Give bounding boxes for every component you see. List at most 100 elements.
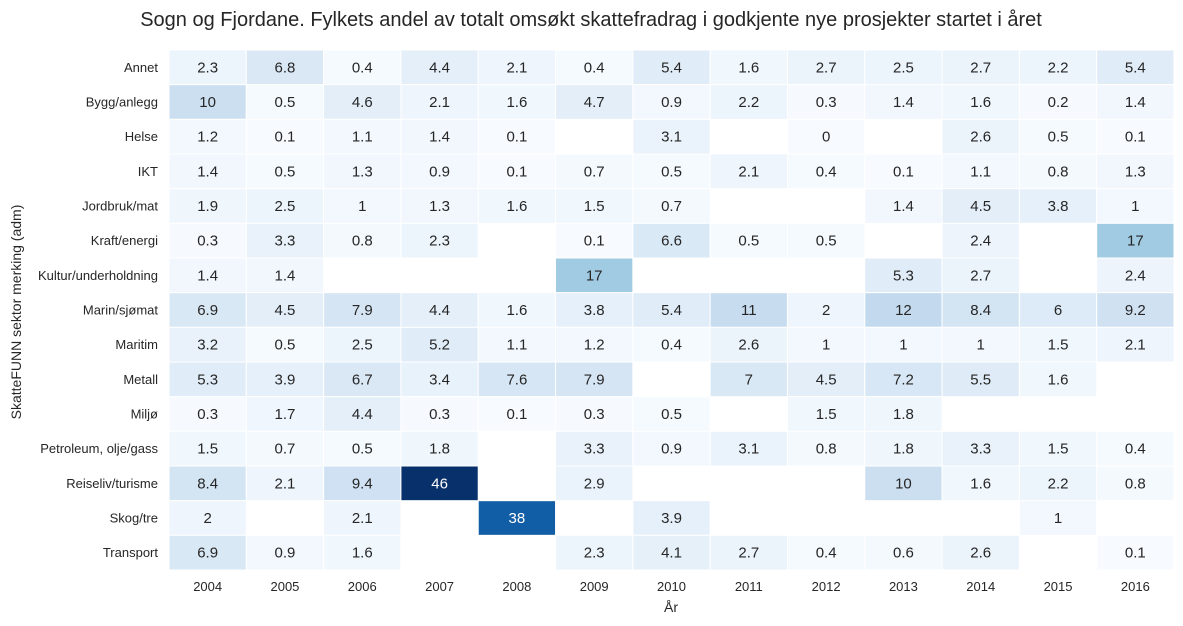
y-axis-label: SkatteFUNN sektor merking (adm) — [8, 205, 24, 420]
cell-value-label: 5.3 — [893, 267, 914, 284]
cell-value-label: 2.5 — [893, 59, 914, 76]
cell-value-label: 1.5 — [816, 406, 837, 423]
cell-value-label: 0.5 — [275, 94, 296, 111]
cell-value-label: 2.3 — [197, 59, 218, 76]
heatmap-cell — [632, 500, 711, 536]
cell-value-label: 1.4 — [893, 198, 914, 215]
cell-value-label: 2.3 — [584, 545, 605, 562]
heatmap-cell — [1096, 292, 1175, 328]
cell-value-label: 4.4 — [429, 302, 450, 319]
heatmap-cell — [555, 396, 634, 432]
heatmap-cell — [864, 430, 943, 467]
heatmap-cell — [245, 326, 325, 363]
cell-value-label: 4.4 — [352, 406, 373, 423]
cell-value-label: 0.5 — [738, 233, 759, 250]
heatmap-cell — [245, 49, 325, 86]
cell-value-label: 0.6 — [893, 545, 914, 562]
heatmap-cell — [323, 534, 402, 571]
heatmap-cell — [632, 153, 711, 190]
cell-value-label: 0.4 — [816, 545, 837, 562]
column-tick-label: 2005 — [270, 579, 299, 594]
cell-value-label: 1 — [822, 337, 830, 354]
heatmap-cell — [168, 500, 247, 536]
heatmap-cell — [709, 326, 788, 363]
heatmap-cell — [245, 292, 325, 328]
cell-value-label: 2 — [822, 302, 830, 319]
heatmap-cell — [323, 153, 402, 190]
heatmap-cell — [400, 84, 479, 120]
heatmap-cell — [632, 396, 711, 432]
cell-value-label: 6.8 — [275, 59, 296, 76]
cell-value-label: 10 — [199, 94, 216, 111]
cell-value-label: 7.9 — [584, 371, 605, 388]
heatmap-cell — [477, 500, 557, 536]
heatmap-cell — [245, 188, 325, 224]
cell-value-label: 0.1 — [584, 233, 605, 250]
cell-value-label: 6.9 — [197, 545, 218, 562]
cell-value-label: 1.5 — [584, 198, 605, 215]
heatmap-cell — [168, 188, 247, 224]
cell-value-label: 3.2 — [197, 337, 218, 354]
cell-value-label: 1.6 — [970, 94, 991, 111]
cell-value-label: 1.5 — [1048, 337, 1069, 354]
cell-value-label: 2.6 — [970, 129, 991, 146]
cell-value-label: 0.5 — [352, 441, 373, 458]
column-tick-label: 2006 — [348, 579, 377, 594]
cell-value-label: 1.9 — [197, 198, 218, 215]
heatmap-cell — [864, 396, 943, 432]
heatmap-cell — [400, 430, 479, 467]
heatmap-cell — [245, 257, 325, 294]
cell-value-label: 0.1 — [1125, 129, 1146, 146]
heatmap-cell — [632, 188, 711, 224]
cell-value-label: 1.4 — [275, 267, 296, 284]
cell-value-label: 2.2 — [738, 94, 759, 111]
column-tick-label: 2010 — [657, 579, 686, 594]
heatmap-cell — [245, 396, 325, 432]
cell-value-label: 2.4 — [1125, 267, 1146, 284]
cell-value-label: 2.1 — [429, 94, 450, 111]
heatmap-cell — [477, 292, 557, 328]
heatmap-cell — [400, 153, 479, 190]
cell-value-label: 6.9 — [197, 302, 218, 319]
cell-value-label: 5.4 — [1125, 59, 1146, 76]
cell-value-label: 2.2 — [1048, 59, 1069, 76]
heatmap-cell — [400, 222, 479, 259]
cell-value-label: 7.9 — [352, 302, 373, 319]
cell-value-label: 4.7 — [584, 94, 605, 111]
heatmap-cell — [1018, 153, 1098, 190]
column-tick-label: 2007 — [425, 579, 454, 594]
cell-value-label: 0.1 — [506, 163, 527, 180]
cell-value-label: 1.3 — [352, 163, 373, 180]
heatmap-cell — [555, 257, 634, 294]
heatmap-cell — [555, 292, 634, 328]
heatmap-cell — [941, 361, 1020, 398]
heatmap-cell — [477, 118, 557, 155]
cell-value-label: 6.7 — [352, 371, 373, 388]
heatmap-cell — [709, 222, 788, 259]
row-tick-label: Annet — [124, 60, 158, 75]
heatmap-cell — [168, 465, 247, 502]
cell-value-label: 0.1 — [893, 163, 914, 180]
heatmap-cell — [1018, 49, 1098, 86]
heatmap-cell — [864, 326, 943, 363]
cell-value-label: 2.6 — [970, 545, 991, 562]
heatmap-cell — [1018, 188, 1098, 224]
cell-value-label: 3.9 — [661, 510, 682, 527]
cell-value-label: 1.6 — [970, 475, 991, 492]
cell-value-label: 4.1 — [661, 545, 682, 562]
row-tick-label: IKT — [138, 164, 158, 179]
cell-value-label: 1.6 — [506, 94, 527, 111]
cell-value-label: 2.6 — [738, 337, 759, 354]
cell-value-label: 0.5 — [275, 337, 296, 354]
heatmap-cell — [786, 361, 866, 398]
heatmap-cell — [323, 396, 402, 432]
cell-value-label: 0.7 — [661, 198, 682, 215]
cell-value-label: 9.2 — [1125, 302, 1146, 319]
heatmap-cell — [477, 84, 557, 120]
cell-value-label: 0.7 — [275, 441, 296, 458]
cell-value-label: 0.8 — [816, 441, 837, 458]
cell-value-label: 4.4 — [429, 59, 450, 76]
cell-value-label: 1.5 — [197, 441, 218, 458]
row-tick-label: Maritim — [115, 337, 158, 352]
column-tick-label: 2009 — [580, 579, 609, 594]
